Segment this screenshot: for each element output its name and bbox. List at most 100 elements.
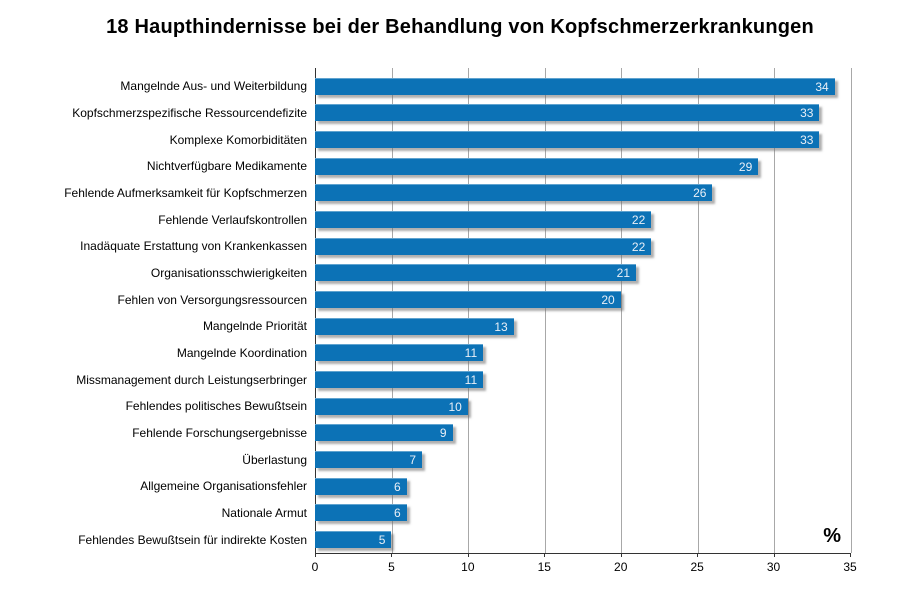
value-label: 6 [394, 479, 401, 494]
x-tick-mark [850, 553, 851, 557]
bar-row: Missmanagement durch Leistungserbringer 1… [0, 366, 920, 393]
gridline [697, 68, 699, 553]
category-label: Nationale Armut [221, 505, 307, 520]
bar-row: Nichtverfügbare Medikamente 29 [0, 153, 920, 180]
category-label: Kopfschmerzspezifische Ressourcendefizit… [72, 105, 307, 120]
bar: 6 [315, 477, 407, 495]
category-label: Mangelnde Koordination [176, 345, 307, 360]
bar: 22 [315, 237, 652, 255]
bar: 10 [315, 397, 468, 415]
value-label: 34 [815, 79, 829, 94]
bar-row: Allgemeine Organisationsfehler 6 [0, 473, 920, 500]
gridline [544, 68, 546, 553]
bar-row: Fehlen von Versorgungsressourcen 20 [0, 286, 920, 313]
value-label: 22 [631, 213, 646, 228]
gridline [391, 68, 393, 553]
gridline [621, 68, 623, 553]
bar-row: Fehlende Aufmerksamkeit für Kopfschmerze… [0, 180, 920, 207]
bar: 11 [315, 371, 484, 389]
bar-row: Fehlendes Bewußtsein für indirekte Koste… [0, 526, 920, 553]
value-label: 11 [464, 373, 478, 388]
value-label: 20 [601, 293, 615, 308]
bar-row: Komplexe Komorbiditäten 33 [0, 126, 920, 153]
value-label: 7 [409, 453, 416, 468]
bar-row: Organisationsschwierigkeiten 21 [0, 260, 920, 287]
x-axis-unit-label: % [823, 525, 841, 547]
bar: 33 [315, 104, 820, 122]
x-tick-label: 15 [537, 560, 551, 574]
bar-row: Kopfschmerzspezifische Ressourcendefizit… [0, 100, 920, 127]
category-label: Fehlende Verlaufskontrollen [158, 212, 307, 227]
x-tick-label: 25 [690, 560, 704, 574]
bar: 6 [315, 504, 407, 522]
category-label: Mangelnde Priorität [202, 319, 307, 334]
bar: 7 [315, 451, 422, 469]
gridline [468, 68, 470, 553]
x-tick-label: 5 [388, 560, 395, 574]
chart-title: 18 Haupthindernisse bei der Behandlung v… [106, 16, 814, 38]
category-label: Fehlende Aufmerksamkeit für Kopfschmerze… [64, 185, 307, 200]
bar: 13 [315, 317, 514, 335]
category-label: Komplexe Komorbiditäten [169, 132, 307, 147]
x-tick-mark [467, 553, 469, 557]
bar: 34 [315, 77, 835, 95]
value-label: 6 [394, 506, 401, 521]
x-tick-label: 20 [614, 560, 628, 574]
bar-row: Mangelnde Koordination 11 [0, 340, 920, 367]
category-label: Fehlen von Versorgungsressourcen [117, 292, 307, 307]
bar-rows: Mangelnde Aus- und Weiterbildung 34 Kopfsc… [0, 73, 920, 553]
x-tick-mark [315, 553, 316, 557]
value-label: 33 [800, 106, 814, 121]
value-label: 29 [738, 159, 753, 174]
bar: 5 [315, 531, 392, 549]
category-label: Fehlende Forschungsergebnisse [132, 425, 307, 440]
value-label: 11 [464, 346, 478, 361]
bar-row: Überlastung 7 [0, 446, 920, 473]
value-label: 5 [378, 533, 386, 548]
x-tick-label: 0 [311, 560, 319, 574]
bar-row: Fehlendes politisches Bewußtsein 10 [0, 393, 920, 420]
x-tick-mark [697, 553, 699, 557]
value-label: 26 [693, 186, 707, 201]
category-label: Überlastung [242, 452, 307, 467]
bar-row: Fehlende Verlaufskontrollen 22 [0, 206, 920, 233]
gridline [774, 68, 776, 553]
category-label: Inadäquate Erstattung von Krankenkassen [80, 239, 307, 254]
category-label: Organisationsschwierigkeiten [150, 265, 307, 280]
x-axis: 0 5 10 15 20 25 30 35 [0, 553, 920, 583]
value-label: 9 [439, 426, 447, 441]
x-tick-mark [620, 553, 622, 557]
bar: 20 [315, 291, 621, 309]
x-tick-mark [773, 553, 775, 557]
bar: 11 [315, 344, 484, 362]
value-label: 10 [448, 399, 462, 414]
bar-row: Nationale Armut 6 [0, 500, 920, 527]
category-label: Missmanagement durch Leistungserbringer [76, 372, 307, 387]
x-tick-mark [391, 553, 393, 557]
category-label: Fehlendes politisches Bewußtsein [125, 399, 307, 414]
plot-area: % [315, 68, 852, 554]
x-tick-mark [544, 553, 546, 557]
bar-row: Inadäquate Erstattung von Krankenkassen 2… [0, 233, 920, 260]
x-tick-label: 10 [461, 560, 475, 574]
value-label: 33 [800, 133, 814, 148]
bar-row: Fehlende Forschungsergebnisse 9 [0, 420, 920, 447]
bar: 22 [315, 211, 652, 229]
category-label: Mangelnde Aus- und Weiterbildung [120, 79, 307, 94]
category-label: Allgemeine Organisationsfehler [140, 479, 307, 494]
x-tick-label: 30 [766, 560, 781, 574]
bar: 21 [315, 264, 636, 282]
x-tick-label: 35 [843, 560, 857, 574]
category-label: Fehlendes Bewußtsein für indirekte Koste… [78, 532, 307, 547]
value-label: 13 [494, 319, 508, 334]
bar-row: Mangelnde Priorität 13 [0, 313, 920, 340]
bar: 26 [315, 184, 713, 202]
value-label: 21 [616, 266, 630, 281]
bar: 33 [315, 131, 820, 149]
gridline [850, 68, 852, 553]
category-label: Nichtverfügbare Medikamente [146, 159, 307, 174]
bar-row: Mangelnde Aus- und Weiterbildung 34 [0, 73, 920, 100]
bar: 29 [315, 157, 759, 175]
value-label: 22 [631, 239, 646, 254]
